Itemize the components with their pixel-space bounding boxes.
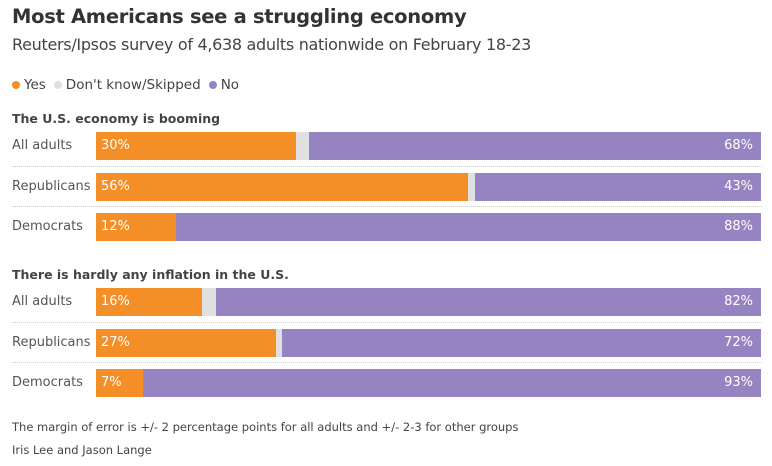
stacked-bar: 12% 88% bbox=[96, 213, 761, 241]
value-label-yes: 27% bbox=[101, 335, 130, 350]
bar-segment-no: 43% bbox=[475, 173, 761, 201]
bar-segment-yes: 16% bbox=[96, 288, 203, 316]
value-label-no: 88% bbox=[724, 219, 753, 234]
value-label-no: 72% bbox=[724, 335, 753, 350]
row-divider bbox=[12, 166, 762, 167]
value-label-no: 68% bbox=[724, 138, 753, 153]
legend-label: Don't know/Skipped bbox=[65, 77, 201, 93]
bar-segment-dk bbox=[275, 329, 283, 357]
row-label: Republicans bbox=[12, 179, 91, 194]
bar-segment-dk bbox=[468, 173, 476, 201]
bar-segment-no: 72% bbox=[282, 329, 761, 357]
row-label: Republicans bbox=[12, 335, 91, 350]
bar-segment-no: 93% bbox=[142, 369, 761, 397]
value-label-no: 82% bbox=[724, 294, 753, 309]
bar-segment-no: 88% bbox=[175, 213, 761, 241]
value-label-no: 43% bbox=[724, 179, 753, 194]
legend-no: No bbox=[208, 77, 240, 93]
chart-subtitle: Reuters/Ipsos survey of 4,638 adults nat… bbox=[12, 35, 531, 54]
row-divider bbox=[12, 322, 762, 323]
byline: Iris Lee and Jason Lange bbox=[12, 443, 152, 457]
stacked-bar: 16% 82% bbox=[96, 288, 761, 316]
legend-label: Yes bbox=[24, 77, 46, 93]
bar-segment-yes: 30% bbox=[96, 132, 296, 160]
footnote: The margin of error is +/- 2 percentage … bbox=[12, 420, 519, 434]
legend-yes: Yes bbox=[12, 77, 46, 93]
chart-title: Most Americans see a struggling economy bbox=[12, 5, 467, 28]
bar-segment-yes: 12% bbox=[96, 213, 176, 241]
bar-segment-dk bbox=[295, 132, 309, 160]
value-label-yes: 56% bbox=[101, 179, 130, 194]
value-label-yes: 16% bbox=[101, 294, 130, 309]
bar-segment-yes: 56% bbox=[96, 173, 469, 201]
bar-segment-no: 68% bbox=[308, 132, 761, 160]
row-label: All adults bbox=[12, 294, 73, 309]
bar-row: Republicans 27% 72% bbox=[0, 329, 762, 357]
group-title: There is hardly any inflation in the U.S… bbox=[12, 267, 289, 282]
row-divider bbox=[12, 206, 762, 207]
legend-label: No bbox=[220, 77, 240, 93]
bar-segment-yes: 7% bbox=[96, 369, 143, 397]
row-label: All adults bbox=[12, 138, 73, 153]
row-label: Democrats bbox=[12, 219, 83, 234]
bar-row: All adults 30% 68% bbox=[0, 132, 762, 160]
stacked-bar: 27% 72% bbox=[96, 329, 761, 357]
bar-row: Republicans 56% 43% bbox=[0, 173, 762, 201]
value-label-yes: 30% bbox=[101, 138, 130, 153]
yes-swatch-icon bbox=[12, 81, 20, 89]
dont-know-swatch-icon bbox=[53, 81, 62, 89]
bar-row: Democrats 7% 93% bbox=[0, 369, 762, 397]
bar-segment-dk bbox=[202, 288, 216, 316]
legend-dont-know: Don't know/Skipped bbox=[53, 77, 201, 93]
bar-row: All adults 16% 82% bbox=[0, 288, 762, 316]
bar-segment-yes: 27% bbox=[96, 329, 276, 357]
group-title: The U.S. economy is booming bbox=[12, 111, 221, 126]
stacked-bar: 7% 93% bbox=[96, 369, 761, 397]
value-label-yes: 7% bbox=[101, 375, 122, 390]
row-divider bbox=[12, 362, 762, 363]
legend: Yes Don't know/Skipped No bbox=[12, 77, 239, 93]
no-swatch-icon bbox=[208, 81, 217, 89]
value-label-yes: 12% bbox=[101, 219, 130, 234]
row-label: Democrats bbox=[12, 375, 83, 390]
bar-segment-no: 82% bbox=[215, 288, 761, 316]
value-label-no: 93% bbox=[724, 375, 753, 390]
stacked-bar: 30% 68% bbox=[96, 132, 761, 160]
stacked-bar: 56% 43% bbox=[96, 173, 761, 201]
bar-row: Democrats 12% 88% bbox=[0, 213, 762, 241]
